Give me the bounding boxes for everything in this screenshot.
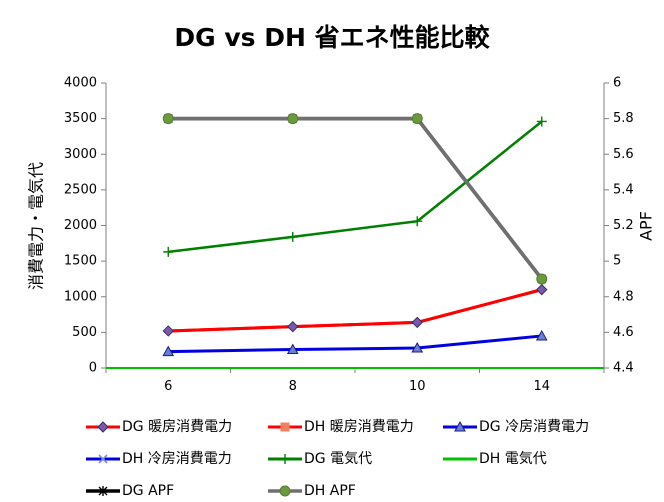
y-tick-label: 4000 <box>64 76 97 91</box>
legend-label: DH 電気代 <box>479 451 547 467</box>
y2-tick-label: 5.2 <box>613 218 634 233</box>
series-7-line <box>168 116 544 281</box>
legend-label: DG 電気代 <box>304 451 372 467</box>
y2-tick-label: 4.8 <box>613 289 634 304</box>
series-4-point <box>163 246 174 257</box>
y-tick-label: 3500 <box>64 111 97 126</box>
chart-title: DG vs DH 省エネ性能比較 <box>174 23 490 52</box>
legend-item-1: DH 暖房消費電力 <box>268 419 414 435</box>
series-7-point <box>411 113 423 125</box>
legend-swatch-marker <box>454 420 466 432</box>
series-4-line <box>168 120 543 254</box>
y2-tick-label: 6 <box>613 76 621 91</box>
y-tick-label: 1500 <box>64 254 97 269</box>
series-0-point <box>536 283 548 296</box>
legend-item-6: DG APF <box>86 483 174 499</box>
legend-label: DH APF <box>304 483 356 499</box>
series-7-point <box>287 113 299 125</box>
series-7-point <box>536 273 548 285</box>
y-tick-label: 2000 <box>64 218 97 233</box>
series-1-line <box>168 288 543 333</box>
chart-markers <box>162 113 548 357</box>
series-0-point <box>162 325 174 337</box>
x-tick-label: 10 <box>409 379 426 394</box>
y2-tick-label: 5.8 <box>613 111 634 126</box>
legend-swatch-marker <box>97 421 109 433</box>
legend-swatch-marker <box>98 454 108 464</box>
chart-legend: DG 暖房消費電力 DH 暖房消費電力 DG 冷房消費電力 DH 冷房消費電力 DG 電… <box>86 419 589 499</box>
series-4-point <box>412 216 423 227</box>
legend-item-5: DH 電気代 <box>443 451 547 467</box>
x-tick-label: 6 <box>164 379 172 394</box>
y2-axis-title: APF <box>637 211 656 241</box>
series-7-point <box>162 113 174 125</box>
legend-swatch-marker <box>280 422 290 432</box>
legend-swatch-marker <box>279 485 291 497</box>
series-3-line <box>168 334 542 353</box>
legend-label: DH 冷房消費電力 <box>122 451 232 467</box>
series-4-point <box>287 231 298 242</box>
series-6-line <box>168 116 544 281</box>
legend-item-4: DG 電気代 <box>268 451 372 467</box>
y2-tick-label: 5.4 <box>613 182 634 197</box>
legend-label: DG 冷房消費電力 <box>479 419 589 435</box>
legend-item-7: DH APF <box>268 483 356 499</box>
y2-tick-label: 4.4 <box>613 361 634 376</box>
series-4-point <box>536 116 547 127</box>
legend-label: DG 暖房消費電力 <box>122 419 232 435</box>
x-tick-label: 14 <box>533 379 550 394</box>
y-tick-label: 0 <box>89 361 97 376</box>
y-tick-label: 3000 <box>64 147 97 162</box>
chart-ticks: 0 500 1000 1500 2000 2500 3000 3500 4000 4.4 4.6 4.… <box>64 76 634 395</box>
y2-tick-label: 4.6 <box>613 325 634 340</box>
series-2-point <box>535 329 548 341</box>
legend-item-2: DG 冷房消費電力 <box>443 419 589 435</box>
y-tick-label: 500 <box>72 325 97 340</box>
y-tick-label: 2500 <box>64 182 97 197</box>
y2-tick-label: 5 <box>613 254 621 269</box>
series-2-point <box>162 345 175 357</box>
x-tick-label: 8 <box>289 379 297 394</box>
series-2-point <box>411 342 424 353</box>
legend-item-0: DG 暖房消費電力 <box>86 419 232 435</box>
legend-swatch-marker <box>98 486 108 496</box>
series-0-point <box>411 316 423 329</box>
series-0-point <box>287 320 299 333</box>
legend-swatch-marker <box>280 454 290 464</box>
y-axis-title: 消費電力・電気代 <box>27 162 46 290</box>
series-2-point <box>286 343 299 354</box>
legend-label: DH 暖房消費電力 <box>304 419 414 435</box>
legend-item-3: DH 冷房消費電力 <box>86 451 232 467</box>
chart-lines <box>106 116 604 369</box>
y-tick-label: 1000 <box>64 289 97 304</box>
legend-label: DG APF <box>122 483 174 499</box>
y2-tick-label: 5.6 <box>613 147 634 162</box>
